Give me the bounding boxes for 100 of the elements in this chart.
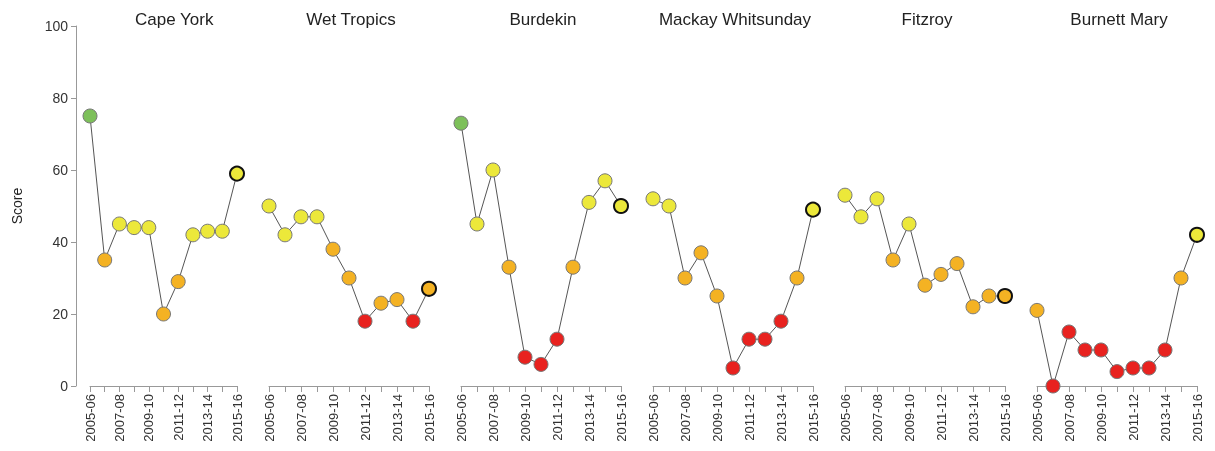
point: [709, 288, 725, 304]
point: [82, 108, 98, 124]
x-tick-label: 2013-14: [1157, 394, 1173, 442]
x-tick-label: 2009-10: [325, 394, 341, 442]
point: [693, 245, 709, 261]
x-tick-label: 2011-12: [933, 394, 949, 441]
y-tick-label: 100: [44, 18, 69, 34]
x-tick-label: 2011-12: [170, 394, 186, 441]
point: [341, 270, 357, 286]
x-tick-label: 2011-12: [1125, 394, 1141, 441]
x-tick-label: 2013-14: [773, 394, 789, 442]
point: [581, 194, 597, 210]
point: [645, 191, 661, 207]
x-tick-label: 2009-10: [141, 394, 157, 442]
point: [357, 313, 373, 329]
point: [1077, 342, 1093, 358]
point: [901, 216, 917, 232]
point: [1093, 342, 1109, 358]
x-tick-label: 2007-08: [485, 394, 501, 442]
point: [421, 280, 437, 297]
point: [1029, 302, 1045, 318]
point: [214, 223, 230, 239]
point: [293, 209, 309, 225]
x-tick-label: 2015-16: [805, 394, 821, 442]
point: [389, 292, 405, 308]
x-tick-label: 2005-06: [1029, 394, 1045, 442]
point: [773, 313, 789, 329]
point: [185, 227, 201, 243]
point: [1189, 226, 1205, 243]
point: [917, 277, 933, 293]
chart-title: Cape York: [135, 10, 214, 29]
point: [933, 266, 949, 282]
point: [949, 256, 965, 272]
point: [725, 360, 741, 376]
x-tick-label: 2011-12: [741, 394, 757, 441]
point: [111, 216, 127, 232]
x-tick-label: 2013-14: [965, 394, 981, 442]
x-tick-label: 2011-12: [549, 394, 565, 441]
point: [661, 198, 677, 214]
x-tick-label: 2015-16: [229, 394, 245, 442]
y-tick-label: 80: [52, 90, 69, 106]
y-axis-title: Score: [9, 187, 25, 225]
point: [533, 356, 549, 372]
point: [453, 115, 469, 131]
x-tick-label: 2015-16: [997, 394, 1013, 442]
point: [309, 209, 325, 225]
point: [156, 306, 171, 322]
point: [405, 313, 421, 329]
x-tick-label: 2007-08: [1061, 394, 1077, 442]
chart-title: Burnett Mary: [1070, 10, 1169, 29]
x-tick-label: 2009-10: [1093, 394, 1109, 442]
x-tick-label: 2011-12: [357, 394, 373, 441]
y-tick-label: 60: [52, 162, 69, 178]
y-tick-label: 20: [52, 306, 69, 322]
point: [805, 201, 821, 218]
x-tick-label: 2005-06: [837, 394, 853, 442]
point: [485, 162, 501, 178]
chart-title: Mackay Whitsunday: [658, 10, 812, 29]
point: [1173, 270, 1189, 286]
point: [1045, 378, 1061, 394]
x-tick-label: 2005-06: [261, 394, 277, 442]
point: [373, 295, 389, 311]
x-tick-label: 2013-14: [581, 394, 597, 442]
point: [757, 331, 773, 347]
x-tick-label: 2007-08: [293, 394, 309, 442]
point: [1141, 360, 1157, 376]
point: [517, 349, 533, 365]
chart-title: Fitzroy: [901, 10, 953, 29]
x-tick-label: 2005-06: [645, 394, 661, 442]
point: [1157, 342, 1173, 358]
point: [200, 223, 216, 239]
point: [229, 165, 245, 182]
chart-title: Burdekin: [509, 10, 577, 29]
point: [97, 252, 113, 268]
point: [597, 173, 613, 189]
point: [469, 216, 485, 232]
point: [261, 198, 277, 214]
point: [1061, 324, 1077, 340]
point: [277, 227, 293, 243]
point: [1109, 364, 1125, 380]
point: [549, 331, 565, 347]
x-tick-label: 2005-06: [82, 394, 98, 442]
x-tick-label: 2015-16: [1189, 394, 1205, 442]
x-tick-label: 2007-08: [111, 394, 127, 442]
point: [126, 220, 142, 236]
point: [741, 331, 757, 347]
x-tick-label: 2009-10: [901, 394, 917, 442]
point: [997, 288, 1013, 304]
point: [677, 270, 693, 286]
point: [869, 191, 885, 207]
x-tick-label: 2015-16: [421, 394, 437, 442]
x-tick-label: 2009-10: [709, 394, 725, 442]
x-tick-label: 2015-16: [613, 394, 629, 442]
point: [613, 198, 629, 214]
point: [965, 299, 981, 315]
point: [789, 270, 805, 286]
point: [981, 288, 997, 304]
y-tick-label: 40: [52, 234, 69, 250]
x-tick-label: 2005-06: [453, 394, 469, 442]
chart-title: Wet Tropics: [306, 10, 396, 29]
